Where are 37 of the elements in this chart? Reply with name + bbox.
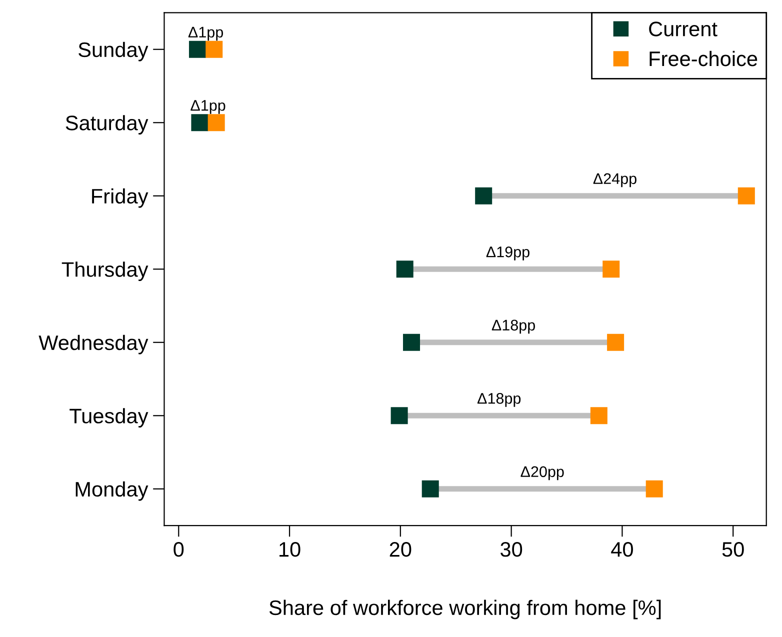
annotation: Δ1pp <box>190 100 226 114</box>
legend-label: Current <box>649 22 718 36</box>
y-tick-label: Wednesday <box>38 334 148 354</box>
x-tick-label: 20 <box>390 542 412 557</box>
y-tick-label: Friday <box>92 188 148 208</box>
point <box>403 334 420 351</box>
annotation: Δ20pp <box>520 466 564 480</box>
annotation: Δ18pp <box>477 393 521 407</box>
annotation: Δ1pp <box>188 26 224 41</box>
x-tick-label: 40 <box>611 542 633 557</box>
point <box>206 40 223 58</box>
y-tick-label: Saturday <box>66 115 148 134</box>
point <box>422 480 439 498</box>
point <box>607 334 624 351</box>
point <box>390 407 408 424</box>
y-tick-label: Tuesday <box>70 408 148 428</box>
x-tick-label: 50 <box>722 542 744 557</box>
annotation: Δ18pp <box>492 320 535 334</box>
x-tick-label: 30 <box>500 542 522 557</box>
x-tick-label: 10 <box>280 542 300 557</box>
point <box>475 187 492 204</box>
y-tick-label: Monday <box>76 481 148 501</box>
point <box>396 260 414 278</box>
y-tick-label: Sunday <box>78 42 148 62</box>
annotation: Δ24pp <box>593 173 636 188</box>
point <box>646 480 663 498</box>
x-axis-title: Share of workforce working from home [%] <box>269 600 661 620</box>
point <box>738 187 755 204</box>
point <box>191 114 208 132</box>
point <box>188 40 206 58</box>
point <box>602 260 620 278</box>
y-tick-label: Thursday <box>62 262 148 282</box>
annotation: Δ19pp <box>486 246 530 260</box>
point <box>208 114 225 132</box>
x-tick-label: 0 <box>174 542 184 557</box>
legend-label: Free-choice <box>650 50 758 66</box>
point <box>590 407 608 424</box>
